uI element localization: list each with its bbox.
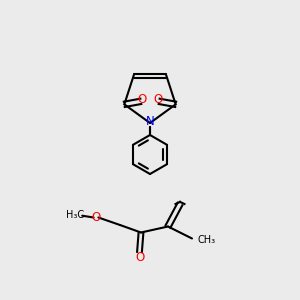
- Text: H₃C: H₃C: [66, 209, 84, 220]
- Text: O: O: [154, 93, 163, 106]
- Text: O: O: [135, 251, 144, 264]
- Text: O: O: [137, 93, 146, 106]
- Text: N: N: [146, 115, 154, 128]
- Text: CH₃: CH₃: [197, 235, 215, 245]
- Text: O: O: [92, 211, 100, 224]
